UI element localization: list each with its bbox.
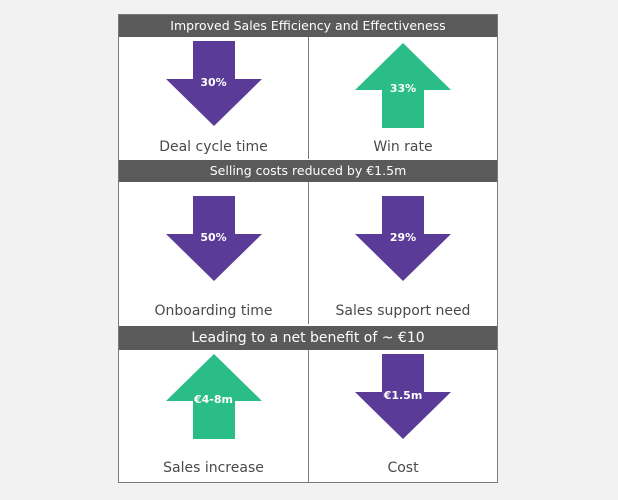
metric-value: 29% <box>389 231 417 244</box>
section-header-efficiency: Improved Sales Efficiency and Effectiven… <box>119 15 497 37</box>
up-arrow-icon: €4-8m <box>165 354 262 439</box>
down-arrow-icon: 30% <box>165 41 262 126</box>
down-arrow-icon: 50% <box>165 196 262 281</box>
metric-label: Sales support need <box>335 303 471 319</box>
metric-cost: €1.5m Cost <box>308 350 497 482</box>
metric-label: Cost <box>387 460 419 476</box>
metric-deal-cycle-time: 30% Deal cycle time <box>119 37 308 159</box>
section-row-selling-costs: 50% Onboarding time 29% Sales support ne… <box>119 182 497 324</box>
metric-value: 30% <box>200 76 227 89</box>
metric-value: 50% <box>200 231 227 244</box>
section-header-selling-costs: Selling costs reduced by €1.5m <box>119 160 497 182</box>
metric-label: Sales increase <box>163 460 264 476</box>
metric-sales-support-need: 29% Sales support need <box>308 182 497 324</box>
metric-value: 33% <box>389 82 417 95</box>
metric-label: Deal cycle time <box>159 139 268 155</box>
metric-onboarding-time: 50% Onboarding time <box>119 182 308 324</box>
down-arrow-icon: €1.5m <box>355 354 451 439</box>
metric-sales-increase: €4-8m Sales increase <box>119 350 308 482</box>
benefits-panel: Improved Sales Efficiency and Effectiven… <box>118 14 498 483</box>
section-row-efficiency: 30% Deal cycle time 33% Win rate <box>119 37 497 159</box>
metric-value: €4-8m <box>194 393 233 406</box>
metric-value: €1.5m <box>383 389 423 402</box>
up-arrow-icon: 33% <box>355 43 451 128</box>
section-header-net-benefit: Leading to a net benefit of ~ €10 <box>119 326 497 350</box>
section-row-net-benefit: €4-8m Sales increase €1.5m Cost <box>119 350 497 482</box>
metric-label: Win rate <box>373 139 433 155</box>
metric-win-rate: 33% Win rate <box>308 37 497 159</box>
metric-label: Onboarding time <box>154 303 273 319</box>
down-arrow-icon: 29% <box>355 196 451 281</box>
